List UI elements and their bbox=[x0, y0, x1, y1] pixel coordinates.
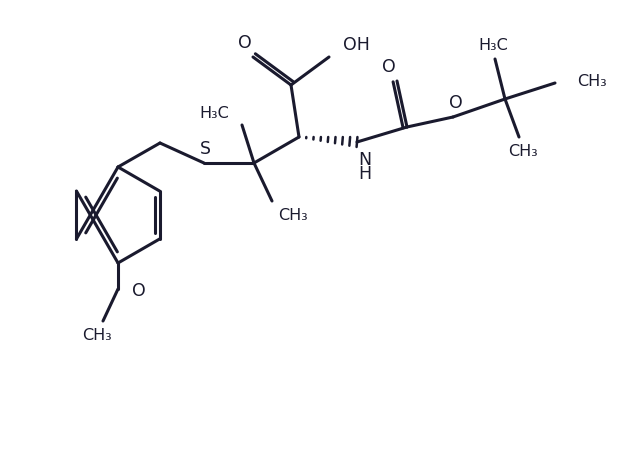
Text: H: H bbox=[358, 165, 372, 183]
Text: N: N bbox=[358, 151, 372, 169]
Text: O: O bbox=[449, 94, 463, 112]
Text: OH: OH bbox=[343, 36, 370, 54]
Text: CH₃: CH₃ bbox=[508, 143, 538, 158]
Text: H₃C: H₃C bbox=[199, 105, 229, 120]
Text: O: O bbox=[238, 34, 252, 52]
Text: S: S bbox=[200, 140, 211, 158]
Text: O: O bbox=[382, 58, 396, 76]
Text: CH₃: CH₃ bbox=[577, 73, 607, 88]
Text: CH₃: CH₃ bbox=[278, 207, 308, 222]
Text: H₃C: H₃C bbox=[478, 38, 508, 53]
Text: O: O bbox=[132, 282, 146, 300]
Text: CH₃: CH₃ bbox=[82, 328, 112, 343]
